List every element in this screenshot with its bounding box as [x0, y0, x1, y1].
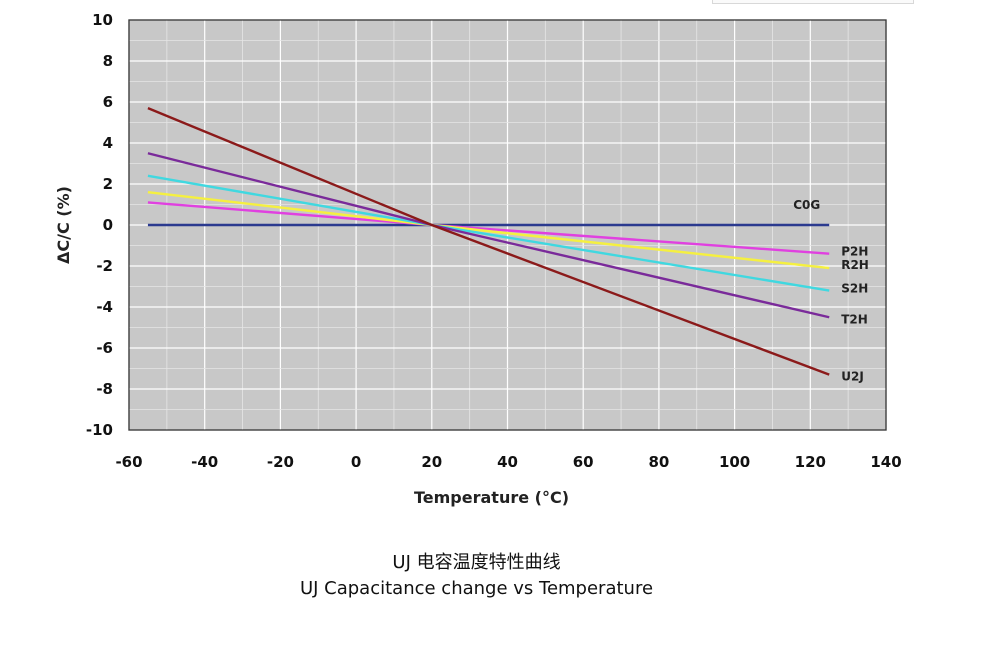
series-label-s2h: S2H — [841, 282, 868, 296]
x-tick-label: 80 — [648, 453, 669, 471]
y-tick-label: 6 — [103, 93, 113, 111]
chart-caption-chinese: UJ 电容温度特性曲线 — [392, 552, 561, 573]
y-tick-label: 4 — [103, 134, 113, 152]
x-tick-label: 140 — [870, 453, 901, 471]
x-tick-label: 120 — [795, 453, 826, 471]
series-label-t2h: T2H — [841, 312, 868, 326]
series-label-p2h: P2H — [841, 245, 868, 259]
top-toolbar-fragment — [712, 0, 914, 4]
x-tick-label: -40 — [191, 453, 218, 471]
y-tick-label: -8 — [96, 380, 113, 398]
x-tick-label: -60 — [115, 453, 142, 471]
y-tick-label: 0 — [103, 216, 113, 234]
y-tick-label: 10 — [92, 11, 113, 29]
x-tick-label: -20 — [267, 453, 294, 471]
series-line-u2j — [147, 107, 830, 376]
plot-frame — [128, 19, 887, 431]
series-label-r2h: R2H — [841, 258, 869, 272]
x-tick-label: 0 — [351, 453, 361, 471]
x-tick-label: 20 — [421, 453, 442, 471]
y-axis-label: ΔC/C (%) — [54, 186, 73, 264]
y-tick-label: -6 — [96, 339, 113, 357]
y-tick-label: 2 — [103, 175, 113, 193]
x-tick-label: 60 — [573, 453, 594, 471]
series-label-u2j: U2J — [841, 370, 864, 384]
y-tick-label: -4 — [96, 298, 113, 316]
y-tick-label: 8 — [103, 52, 113, 70]
x-tick-label: 40 — [497, 453, 518, 471]
x-axis-label: Temperature (°C) — [414, 488, 569, 507]
capacitance-temperature-chart: -60 -40 -20 0 20 40 60 80 100 120 1401086420-2-4-6… — [54, 11, 902, 507]
y-tick-label: -10 — [86, 421, 113, 439]
series-label-c0g: C0G — [793, 198, 820, 212]
y-tick-label: -2 — [96, 257, 113, 275]
x-tick-label: 100 — [719, 453, 750, 471]
chart-caption-english: UJ Capacitance change vs Temperature — [299, 578, 654, 599]
